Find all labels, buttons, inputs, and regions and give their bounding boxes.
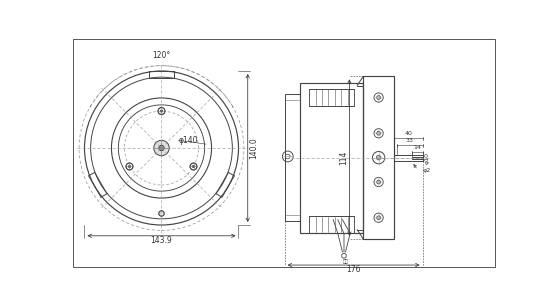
Circle shape — [159, 211, 164, 216]
Circle shape — [376, 155, 381, 160]
Circle shape — [190, 163, 197, 170]
Circle shape — [129, 165, 131, 168]
Bar — [309, 216, 354, 233]
Text: 114: 114 — [340, 151, 348, 165]
Text: φ2: φ2 — [423, 168, 431, 173]
Circle shape — [377, 216, 381, 220]
Text: φ140: φ140 — [178, 136, 198, 145]
Bar — [285, 94, 300, 221]
Circle shape — [377, 95, 381, 99]
Text: 40: 40 — [404, 131, 412, 136]
Text: 黑线: 黑线 — [343, 259, 348, 264]
Circle shape — [377, 131, 381, 135]
Circle shape — [126, 163, 133, 170]
Bar — [363, 76, 394, 239]
Bar — [394, 155, 423, 161]
Bar — [412, 157, 423, 159]
Circle shape — [154, 140, 169, 156]
Circle shape — [160, 110, 163, 112]
Circle shape — [377, 180, 381, 184]
Circle shape — [158, 108, 165, 115]
Text: 33: 33 — [406, 138, 414, 143]
Text: 143.9: 143.9 — [151, 236, 172, 245]
Text: 176: 176 — [346, 265, 361, 274]
Circle shape — [192, 165, 194, 168]
Text: 120°: 120° — [152, 51, 171, 60]
Circle shape — [159, 145, 164, 151]
Bar — [309, 89, 354, 106]
Bar — [300, 82, 363, 233]
Text: 140.0: 140.0 — [249, 137, 258, 159]
Text: φ10: φ10 — [425, 152, 430, 164]
Text: 14: 14 — [413, 145, 421, 150]
